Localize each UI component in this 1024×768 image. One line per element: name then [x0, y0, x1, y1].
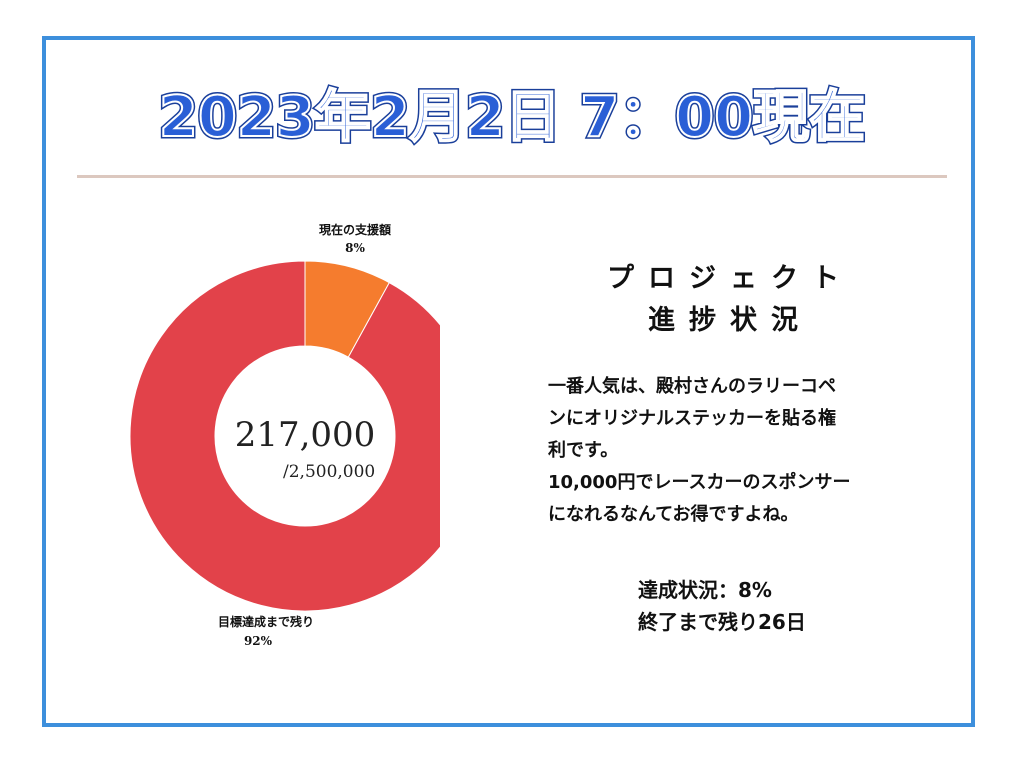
achievement-status: 達成状況：8%: [638, 578, 772, 602]
project-status: 達成状況：8% 終了まで残り26日: [638, 574, 806, 638]
description-line: ンにオリジナルステッカーを貼る権: [548, 408, 836, 429]
slice-label-current: 現在の支援額: [319, 222, 391, 237]
title-text: 2023年2月2日 7：00現在: [159, 85, 865, 150]
description-line: 利です。: [548, 440, 619, 461]
title-divider: [77, 175, 947, 178]
page-title: 2023年2月2日 7：00現在 2023年2月2日 7：00現在: [156, 83, 867, 153]
slice-value-remaining: 92%: [244, 634, 273, 648]
title-text-highlight: 2023年2月2日 7：00現在: [159, 85, 865, 150]
description-line: 一番人気は、殿村さんのラリーコペ: [548, 376, 836, 397]
remaining-days: 終了まで残り26日: [638, 610, 806, 634]
donut-slices: [129, 260, 440, 612]
project-heading-line1: プロジェクト: [607, 263, 853, 294]
project-description: 一番人気は、殿村さんのラリーコペ ンにオリジナルステッカーを貼る権 利です。 1…: [548, 371, 948, 531]
slice-label-remaining: 目標達成まで残り: [218, 614, 314, 629]
goal-amount: /2,500,000: [283, 462, 376, 482]
donut-chart: 現在の支援額 8% 目標達成まで残り 92%: [129, 222, 440, 648]
project-heading-line2: 進捗状況: [648, 305, 812, 336]
donut-slice-remaining: [129, 260, 440, 612]
current-amount: 217,000: [234, 415, 376, 455]
project-heading: プロジェクト 進捗状況: [560, 258, 900, 342]
description-line: 10,000円でレースカーのスポンサー: [548, 472, 851, 493]
description-line: になれるなんてお得ですよね。: [548, 504, 799, 525]
slice-value-current: 8%: [345, 241, 365, 255]
